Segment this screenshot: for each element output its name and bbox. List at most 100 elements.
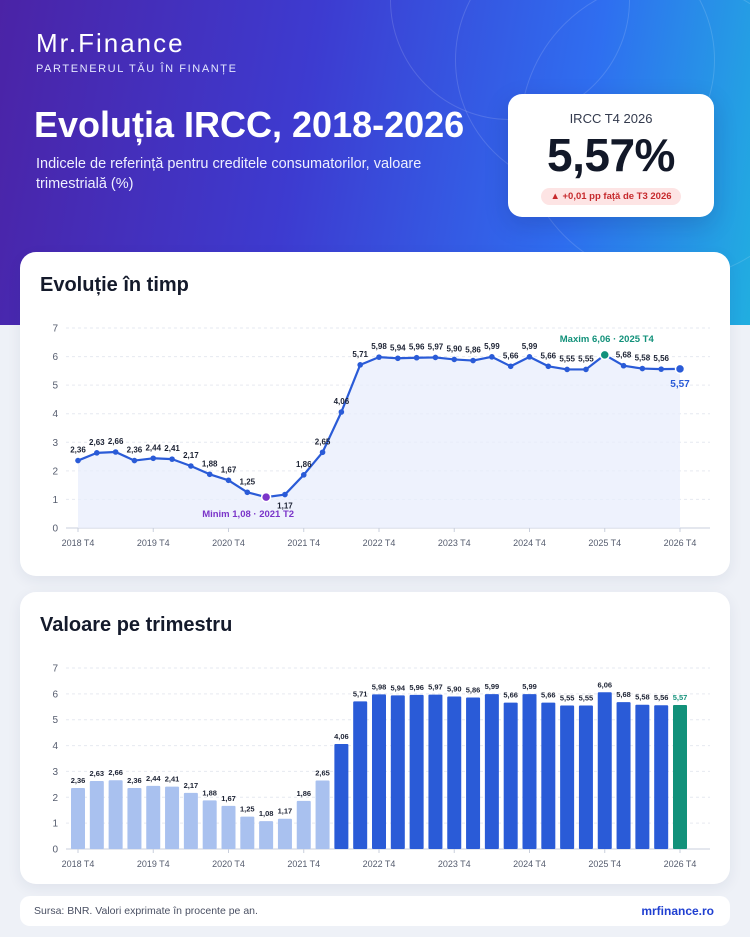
bar-chart-card: Valoare pe trimestru 0 1 2 3 4 5 6 7 2018 T4 2019… — [20, 592, 730, 884]
y-tick-label: 6 — [52, 689, 58, 700]
bar-value-label: 2,44 — [146, 774, 161, 783]
bar — [259, 821, 274, 849]
bar — [183, 792, 198, 849]
data-label: 5,94 — [390, 343, 406, 352]
bar — [89, 780, 104, 849]
x-tick-label: 2025 T4 — [588, 538, 621, 548]
brand-name: Mr.Finance — [36, 28, 185, 58]
bar-value-label: 1,86 — [296, 789, 311, 798]
line-chart: 0 1 2 3 4 5 6 7 2018 T4 2019 T4 2020 T4 2021 T4 2022… — [52, 324, 710, 548]
footer-source: Sursa: BNR. Valori exprimate în procente… — [34, 905, 258, 917]
data-label: 2,44 — [145, 443, 161, 452]
data-point — [319, 449, 326, 456]
bar-chart-title: Valoare pe trimestru — [40, 614, 233, 636]
y-tick-label: 6 — [52, 352, 58, 363]
page-subtitle: Indicele de referință pentru creditele c… — [36, 156, 422, 192]
bar-value-label: 5,86 — [466, 685, 481, 694]
y-tick-label: 1 — [52, 819, 58, 830]
bar — [221, 805, 236, 849]
bar-value-label: 5,90 — [447, 684, 462, 693]
data-point — [206, 471, 213, 478]
data-point — [188, 463, 194, 469]
bar-chart: 0 1 2 3 4 5 6 7 2018 T4 2019 T4 2020 T4 2021 T4 2022… — [52, 664, 710, 869]
bar — [522, 694, 537, 849]
bar — [560, 705, 575, 849]
data-point — [507, 363, 514, 370]
kpi-delta-badge: ▲ +0,01 pp față de T3 2026 — [541, 188, 681, 205]
area-fill — [78, 354, 680, 528]
data-label: 5,56 — [653, 354, 669, 363]
footer-site-link[interactable]: mrfinance.ro — [641, 904, 714, 918]
kpi-label: IRCC T4 2026 — [569, 111, 653, 126]
bar-value-label: 5,97 — [428, 683, 443, 692]
bar — [541, 702, 556, 849]
bar — [390, 695, 405, 849]
min-annotation: Minim 1,08 · 2021 T2 — [202, 509, 294, 520]
y-tick-label: 0 — [52, 845, 58, 856]
bar — [296, 800, 311, 849]
x-tick-label: 2024 T4 — [513, 859, 546, 869]
data-label: 5,99 — [484, 342, 500, 351]
y-tick-label: 3 — [52, 438, 58, 449]
bar — [484, 694, 499, 849]
y-tick-label: 5 — [52, 715, 58, 726]
bar-value-label: 5,57 — [673, 693, 688, 702]
bar-value-label: 2,36 — [127, 776, 142, 785]
data-point — [470, 357, 476, 364]
bar-value-label: 5,99 — [522, 682, 537, 691]
data-label: 5,86 — [465, 346, 481, 355]
bar-value-label: 2,66 — [108, 768, 123, 777]
y-tick-label: 1 — [52, 495, 58, 506]
data-point — [260, 491, 272, 503]
data-point — [357, 362, 363, 368]
bar-value-label: 1,25 — [240, 805, 255, 814]
bar-value-label: 5,66 — [503, 691, 518, 700]
data-label: 5,55 — [559, 354, 575, 363]
bar-value-label: 1,67 — [221, 794, 236, 803]
data-point — [150, 455, 157, 462]
bar — [108, 780, 123, 849]
brand-logo[interactable]: Mr.Finance PARTENERUL TĂU ÎN FINANȚE — [36, 28, 238, 75]
data-label: 5,90 — [446, 344, 462, 353]
bar — [146, 785, 161, 849]
data-point — [75, 457, 81, 464]
bar-value-label: 5,71 — [353, 689, 368, 698]
bar-value-label: 1,88 — [202, 788, 217, 797]
data-point — [599, 349, 610, 361]
x-tick-label: 2019 T4 — [137, 859, 170, 869]
kpi-card: IRCC T4 2026 5,57% ▲ +0,01 pp față de T3… — [508, 94, 714, 217]
x-tick-label: 2023 T4 — [438, 538, 471, 548]
bar-value-label: 1,17 — [278, 807, 293, 816]
x-tick-label: 2020 T4 — [212, 538, 245, 548]
data-point — [395, 355, 401, 362]
x-tick-label: 2019 T4 — [137, 538, 170, 548]
brand-tagline: PARTENERUL TĂU ÎN FINANȚE — [36, 63, 238, 75]
data-label: 2,63 — [89, 438, 105, 447]
data-point — [432, 354, 439, 361]
x-tick-label: 2020 T4 — [212, 859, 245, 869]
bar-value-label: 5,66 — [541, 691, 556, 700]
bar — [654, 705, 669, 849]
data-label: 5,97 — [428, 342, 444, 351]
data-label: 1,86 — [296, 460, 312, 469]
y-tick-label: 4 — [52, 741, 58, 752]
data-label: 2,17 — [183, 451, 199, 460]
data-label: 1,88 — [202, 459, 218, 468]
data-point — [225, 477, 232, 484]
y-tick-label: 5 — [52, 381, 58, 392]
data-point — [583, 366, 589, 373]
bar-value-label: 5,58 — [635, 693, 650, 702]
bar-value-label: 5,56 — [654, 693, 669, 702]
bar — [503, 702, 518, 849]
bar — [334, 744, 349, 849]
data-point — [526, 354, 533, 360]
x-tick-label: 2018 T4 — [62, 859, 95, 869]
data-label: 2,41 — [164, 444, 180, 453]
bar-value-label: 2,63 — [90, 769, 105, 778]
bar-value-label: 5,94 — [391, 683, 406, 692]
data-point — [489, 354, 495, 360]
bar-value-label: 5,55 — [560, 693, 575, 702]
data-point — [282, 491, 288, 498]
x-tick-label: 2018 T4 — [62, 538, 95, 548]
data-point — [639, 365, 646, 372]
